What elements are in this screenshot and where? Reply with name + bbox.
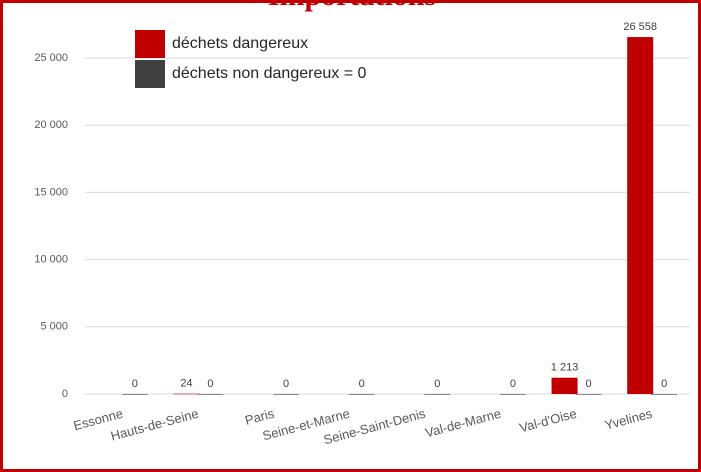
data-label: 0 <box>207 378 213 390</box>
data-label: 0 <box>132 378 138 390</box>
legend-swatch <box>135 60 165 88</box>
data-label: 1 213 <box>551 362 579 374</box>
data-label: 0 <box>510 378 516 390</box>
y-tick-label: 0 <box>62 388 68 400</box>
data-label: 0 <box>586 378 592 390</box>
bar <box>173 393 200 395</box>
y-tick-label: 15 000 <box>34 186 68 198</box>
y-tick-label: 10 000 <box>34 254 68 266</box>
data-label: 0 <box>359 378 365 390</box>
legend-swatch <box>135 30 165 58</box>
data-label: 0 <box>661 378 667 390</box>
bar <box>197 394 224 395</box>
data-label: 24 <box>180 378 192 390</box>
bar <box>121 394 148 395</box>
bar <box>651 394 678 395</box>
chart-title: Importations <box>268 0 436 12</box>
data-label: 0 <box>283 378 289 390</box>
y-tick-label: 20 000 <box>34 119 68 131</box>
bar <box>273 394 300 395</box>
legend-label: déchets dangereux <box>172 35 308 52</box>
bar <box>499 394 526 395</box>
bar <box>627 37 654 394</box>
legend-label: déchets non dangereux = 0 <box>172 65 366 82</box>
bar <box>348 394 375 395</box>
y-tick-label: 25 000 <box>34 52 68 64</box>
data-label: 0 <box>434 378 440 390</box>
bar <box>551 377 578 394</box>
data-label: 26 558 <box>623 21 657 33</box>
y-tick-label: 5 000 <box>40 321 68 333</box>
bar <box>575 394 602 395</box>
bar <box>424 394 451 395</box>
